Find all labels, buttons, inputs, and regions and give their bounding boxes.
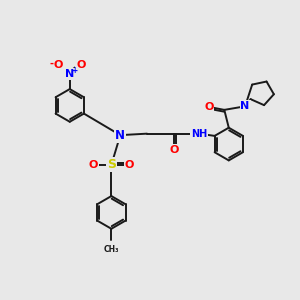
- Text: +: +: [71, 65, 77, 74]
- Text: N: N: [65, 69, 74, 79]
- Text: O: O: [76, 60, 86, 70]
- Text: N: N: [115, 129, 125, 142]
- Text: CH₃: CH₃: [103, 244, 119, 253]
- Text: O: O: [54, 60, 63, 70]
- Text: O: O: [169, 145, 178, 155]
- Text: O: O: [124, 160, 134, 170]
- Text: N: N: [241, 101, 250, 111]
- Text: O: O: [204, 102, 214, 112]
- Text: S: S: [107, 158, 116, 171]
- Text: NH: NH: [191, 129, 207, 139]
- Text: -: -: [50, 59, 54, 69]
- Text: O: O: [89, 160, 98, 170]
